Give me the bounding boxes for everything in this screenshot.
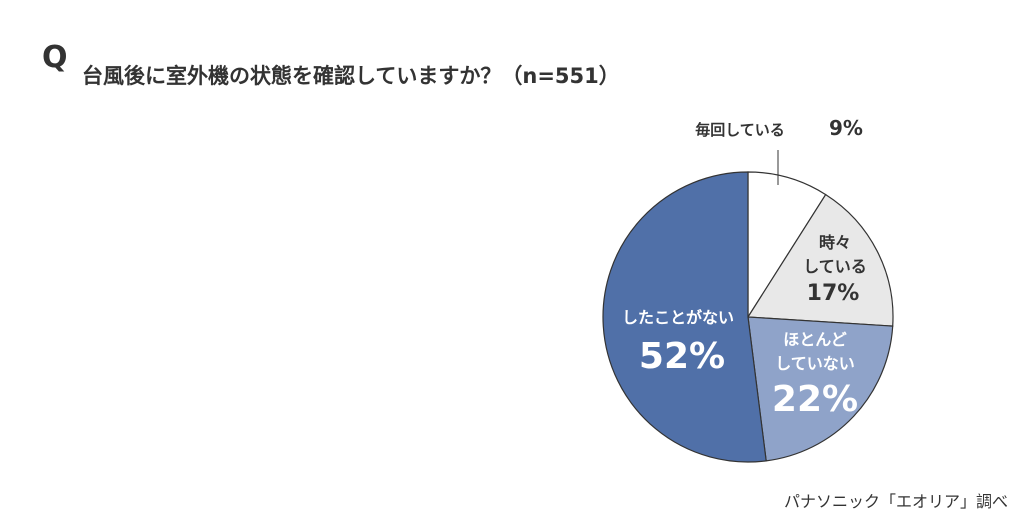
pie-slice xyxy=(602,171,767,463)
value-label: 22% xyxy=(771,379,859,421)
value-label: 9% xyxy=(829,116,863,140)
pie-slice xyxy=(746,193,894,327)
slice-label: 時々 している xyxy=(803,233,867,276)
slice-label: したことがない xyxy=(621,308,735,327)
value-label: 52% xyxy=(638,336,726,378)
slice-label: ほとんど していない xyxy=(775,330,855,373)
source: パナソニック「エオリア」調べ xyxy=(783,492,1008,511)
slice-label: 毎回している xyxy=(695,120,785,139)
pie-slice xyxy=(747,171,827,320)
chart-title: 台風後に室外機の状態を確認していますか？（n=551） xyxy=(82,64,620,88)
value-label: 17% xyxy=(806,280,860,306)
pie-slice xyxy=(747,316,894,462)
question-marker: Q xyxy=(42,40,68,75)
